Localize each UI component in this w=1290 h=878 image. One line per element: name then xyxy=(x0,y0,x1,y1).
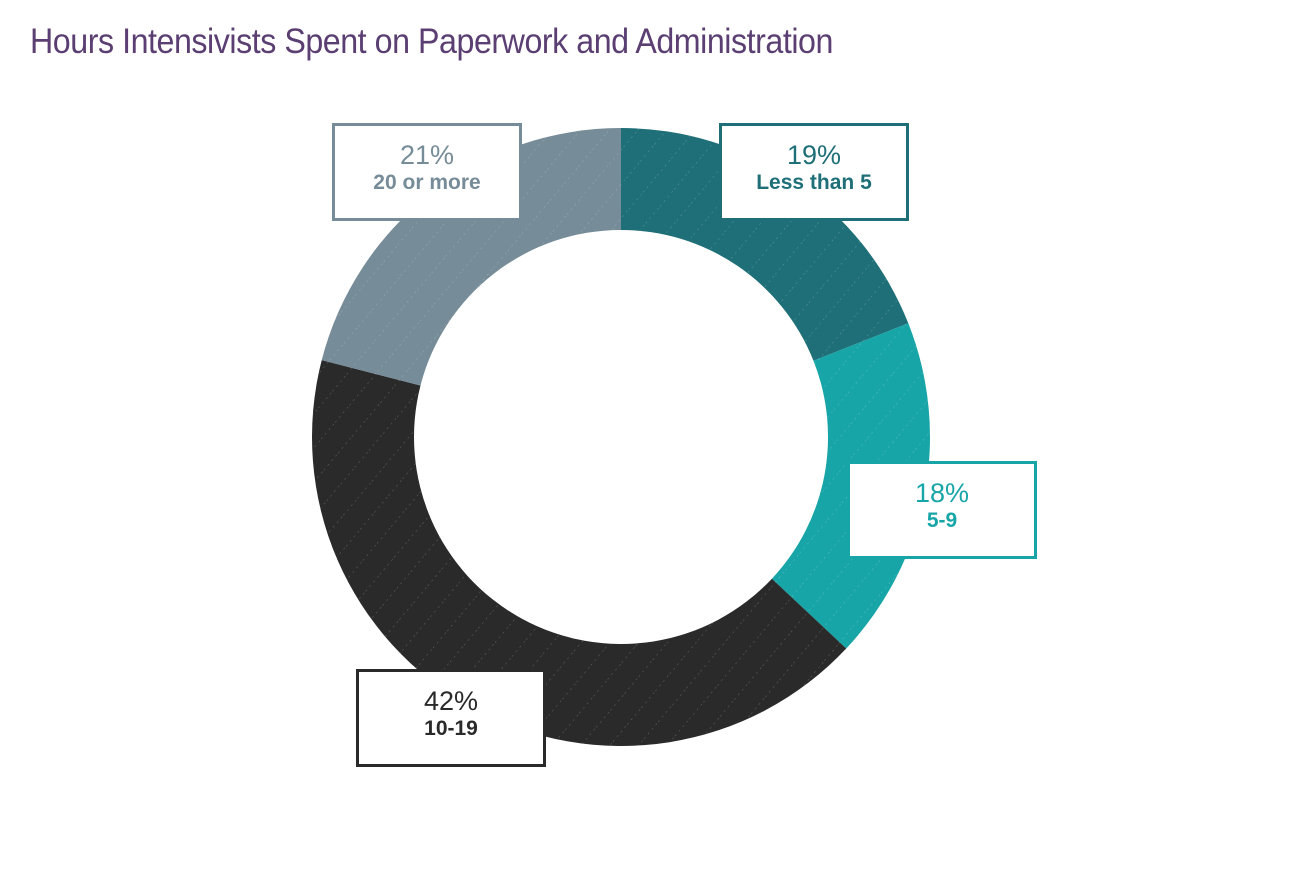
slice-label-10-19: 42% 10-19 xyxy=(356,669,546,767)
chart-title: Hours Intensivists Spent on Paperwork an… xyxy=(30,22,833,61)
slice-category-label: 20 or more xyxy=(373,171,481,194)
slice-label-20-or-more: 21% 20 or more xyxy=(332,123,522,221)
slice-value-label: 19% xyxy=(786,140,842,170)
slice-20-or-more-texture xyxy=(321,128,621,386)
slice-value-label: 18% xyxy=(914,478,970,508)
slice-category-label: Less than 5 xyxy=(756,171,872,194)
slice-10-19-texture xyxy=(311,360,847,747)
slice-value-label: 21% xyxy=(399,140,455,170)
slice-label-less-than-5: 19% Less than 5 xyxy=(719,123,909,221)
slice-category-label: 5-9 xyxy=(926,509,958,532)
slice-label-5-9: 18% 5-9 xyxy=(847,461,1037,559)
slice-less-than-5-texture xyxy=(621,128,909,361)
slice-category-label: 10-19 xyxy=(424,717,478,740)
slice-value-label: 42% xyxy=(423,686,479,716)
